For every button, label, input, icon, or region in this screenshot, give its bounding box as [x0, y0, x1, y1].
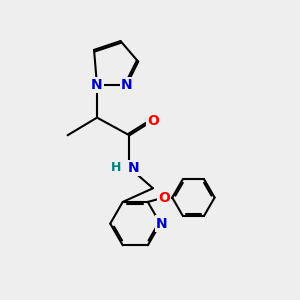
Text: O: O: [158, 190, 170, 205]
Text: O: O: [147, 114, 159, 128]
Text: H: H: [111, 161, 121, 174]
Text: N: N: [128, 161, 140, 175]
Text: N: N: [156, 217, 168, 231]
Text: N: N: [91, 78, 103, 92]
Text: N: N: [121, 78, 132, 92]
